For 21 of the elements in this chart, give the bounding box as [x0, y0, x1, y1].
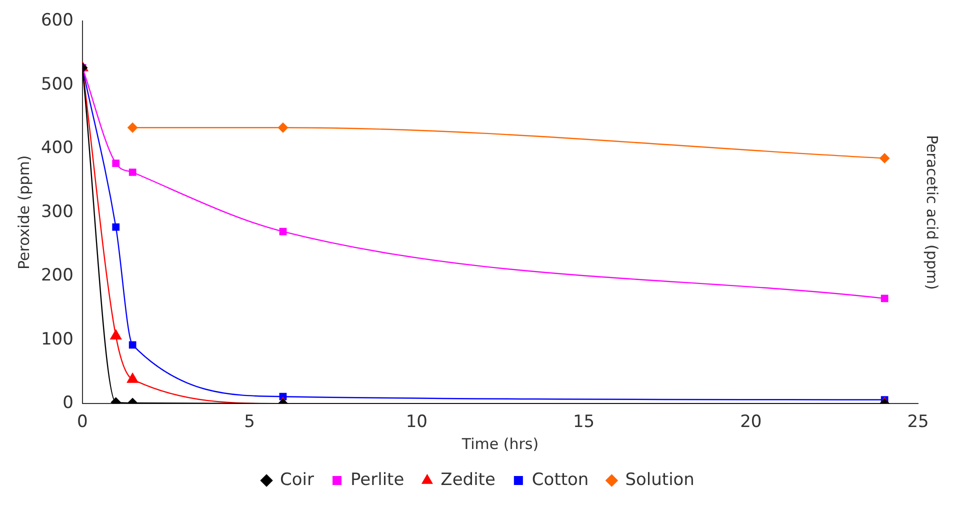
y-tick-label: 0	[62, 393, 74, 414]
legend-label: Cotton	[532, 470, 589, 490]
x-tick-label: 20	[740, 412, 762, 432]
x-axis-title: Time (hrs)	[460, 434, 539, 453]
legend-label: Solution	[625, 470, 694, 490]
y-tick-label: 100	[40, 329, 74, 350]
y2-axis-title: Peracetic acid (ppm)	[923, 134, 942, 290]
x-tick-label: 10	[406, 412, 428, 432]
y-axis-title: Peroxide (ppm)	[14, 155, 33, 270]
x-tick-label: 15	[572, 412, 595, 432]
y-tick-label: 400	[40, 138, 74, 158]
y-tick-label: 200	[40, 266, 74, 286]
legend-label: Zedite	[440, 470, 496, 490]
y-tick-label: 600	[40, 10, 74, 31]
y-tick-label: 300	[40, 202, 74, 222]
legend-label: Coir	[280, 470, 314, 490]
x-tick-label: 0	[77, 412, 88, 432]
legend-label: Perlite	[350, 470, 404, 490]
x-tick-label: 5	[244, 412, 255, 432]
y-tick-label: 500	[40, 74, 74, 94]
x-tick-label: 25	[907, 412, 929, 432]
